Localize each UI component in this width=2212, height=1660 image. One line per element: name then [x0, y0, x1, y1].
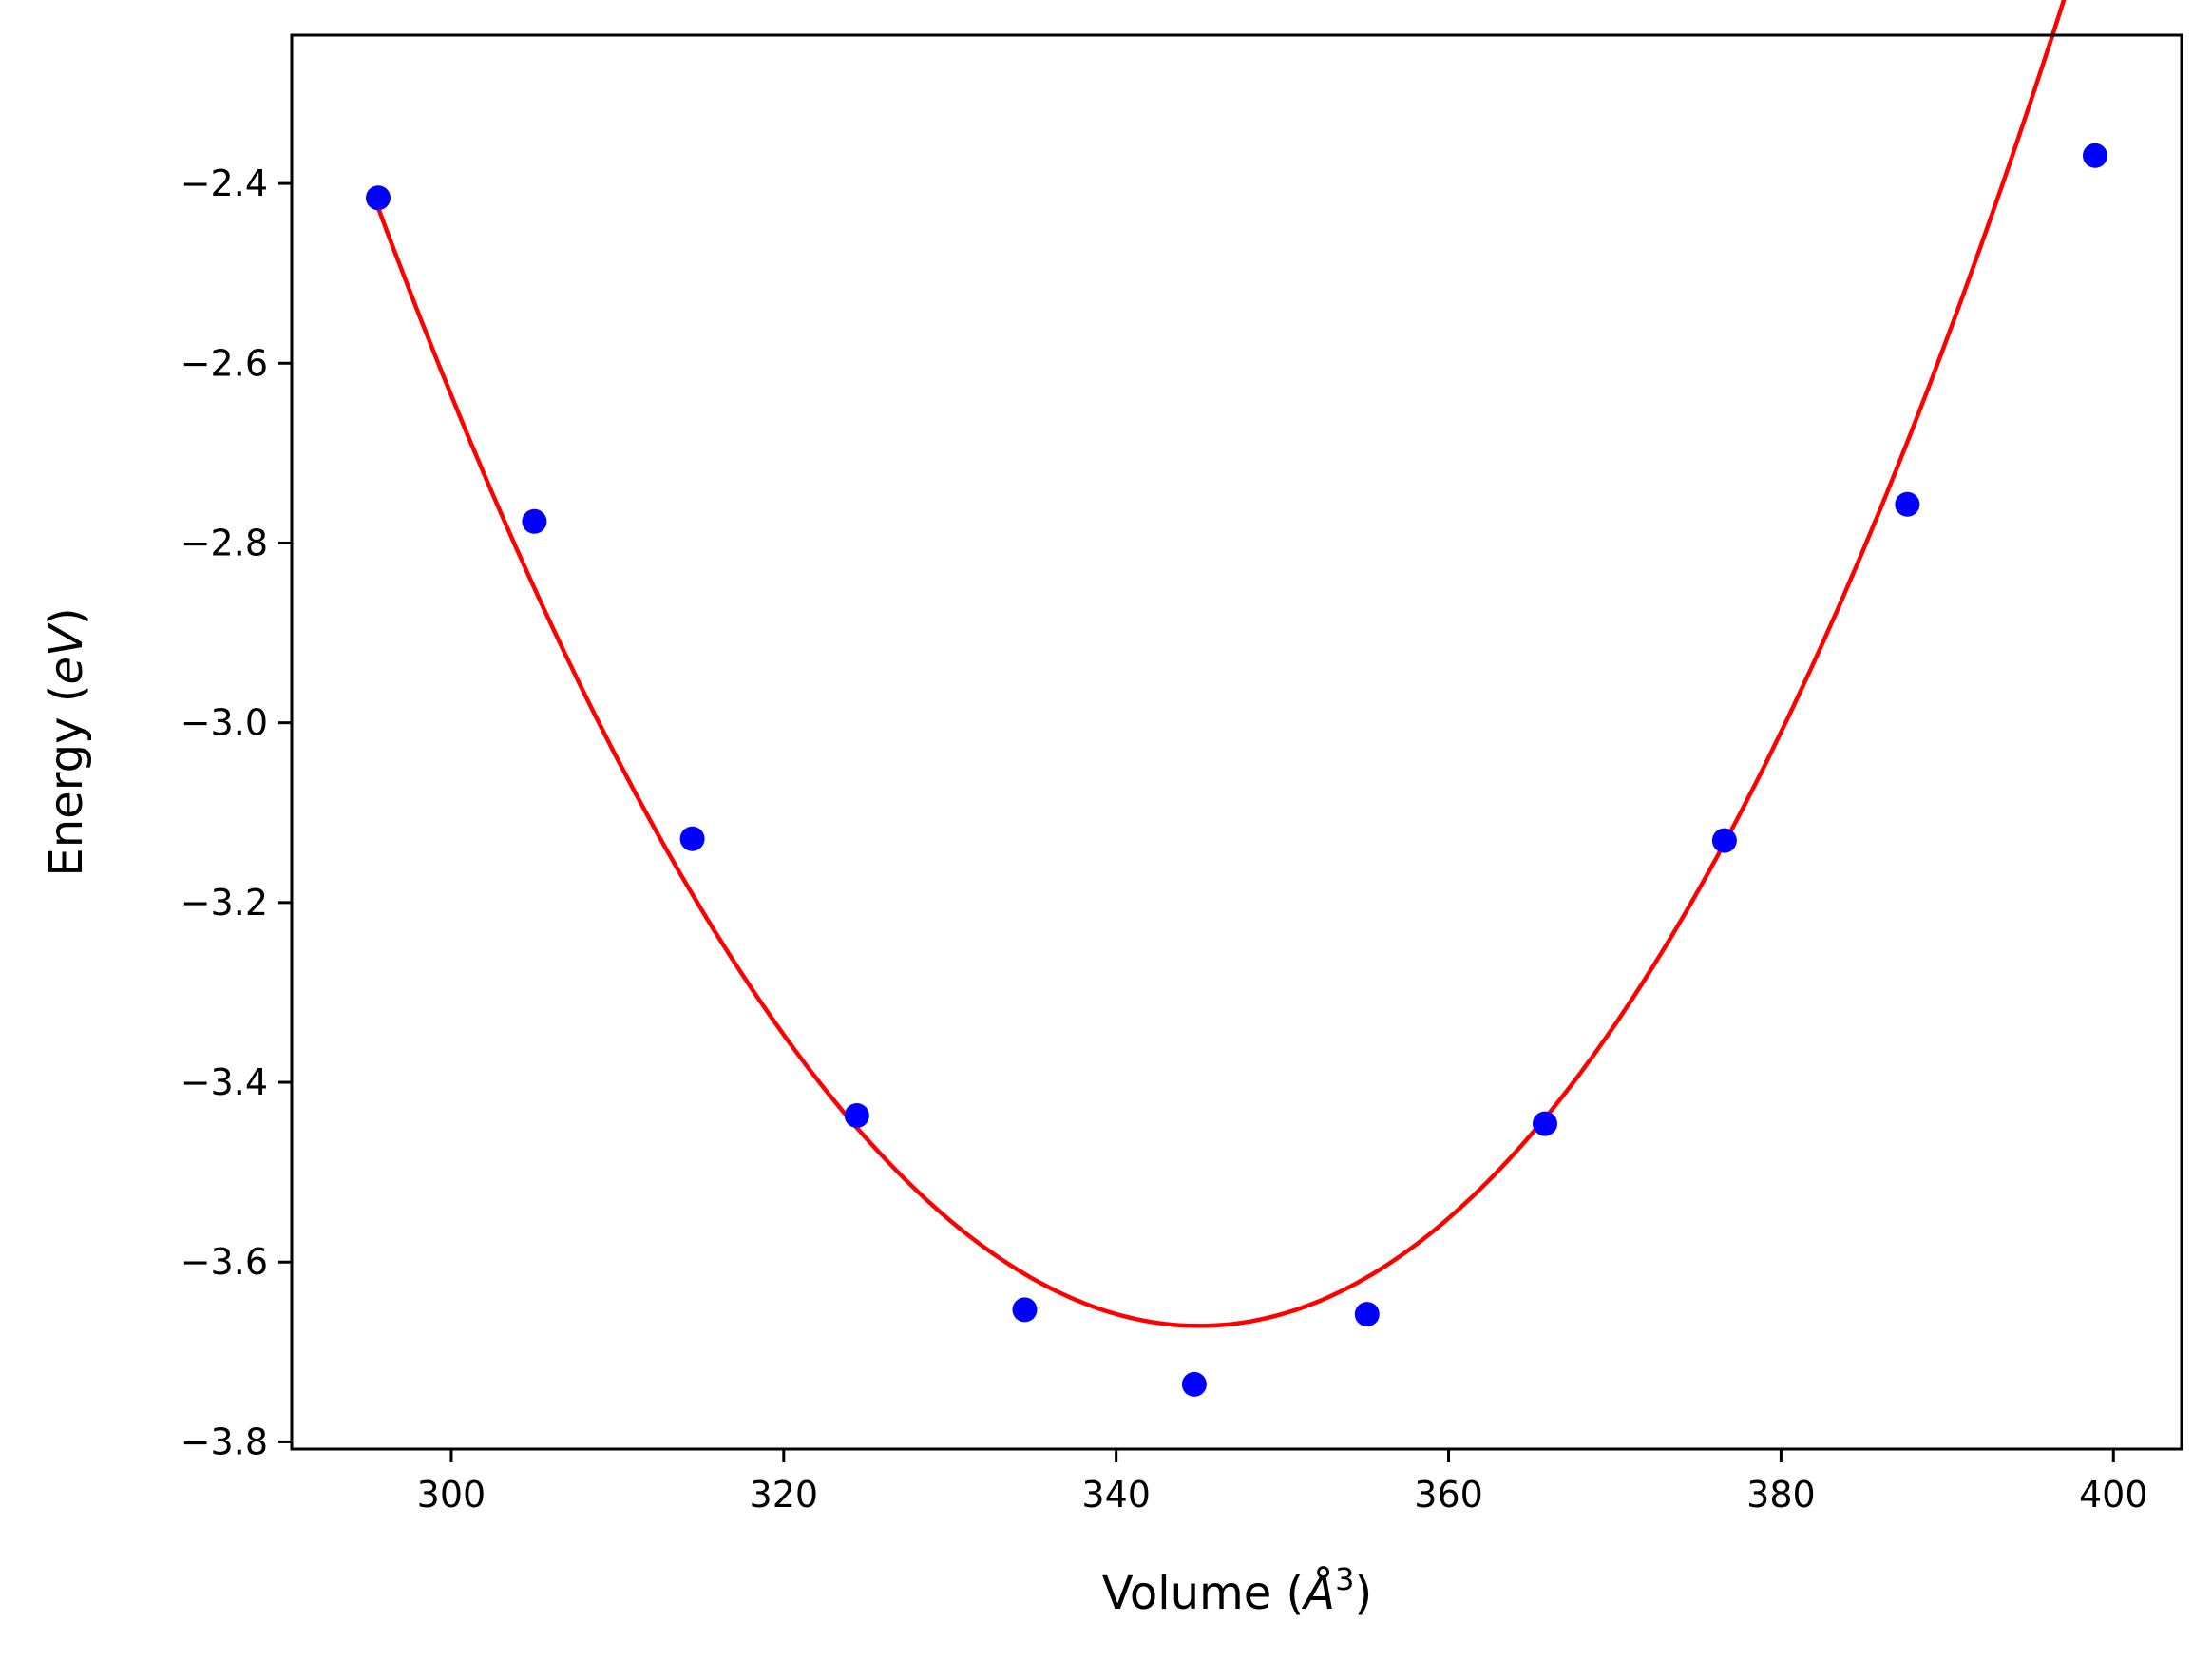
x-axis-label-superscript: 3 [1335, 1561, 1354, 1597]
x-tick-label: 340 [1081, 1474, 1151, 1516]
data-point [1181, 1371, 1207, 1397]
y-tick-label: −3.6 [181, 1241, 268, 1283]
x-tick-label: 300 [417, 1474, 486, 1516]
x-axis-label-text: Volume ( [1102, 1567, 1305, 1620]
data-point [1533, 1111, 1557, 1136]
x-axis-ticks: 300 320 340 360 380 400 [417, 1449, 2148, 1516]
fit-curve-layer [375, 0, 2067, 1328]
y-axis-label: Energy (eV) [40, 607, 93, 876]
data-point [522, 508, 547, 534]
data-point [1711, 828, 1737, 853]
y-tick-label: −2.8 [181, 522, 268, 563]
data-point [366, 185, 391, 211]
y-tick-label: −3.8 [181, 1421, 268, 1462]
plot-area-frame [290, 33, 2183, 1451]
x-axis-label: Volume (Å3) [1102, 1561, 1372, 1620]
y-axis-ticks: −3.8 −3.6 −3.4 −3.2 −3.0 −2.8 −2.6 −2.4 [181, 162, 292, 1462]
y-axis-label-text: Energy ( [40, 685, 93, 877]
data-point [1895, 491, 1920, 517]
y-tick-label: −2.6 [181, 342, 268, 384]
data-point [1354, 1302, 1380, 1327]
x-axis-label-symbol: Å [1301, 1566, 1335, 1620]
x-tick-label: 400 [2079, 1474, 2148, 1516]
x-axis-label-close: ) [1354, 1567, 1372, 1620]
x-tick-label: 320 [750, 1474, 819, 1516]
data-point [2083, 143, 2107, 168]
y-axis-label-unit: eV [40, 622, 93, 685]
y-axis-label-close: ) [40, 607, 93, 625]
y-tick-label: −3.0 [181, 702, 268, 744]
scatter-points-layer [366, 143, 2107, 1397]
data-point [844, 1103, 869, 1128]
y-tick-label: −2.4 [181, 162, 268, 204]
data-point [679, 826, 705, 851]
x-tick-label: 360 [1414, 1474, 1483, 1516]
data-point [1012, 1297, 1038, 1323]
fit-curve-line [375, 0, 2067, 1328]
y-tick-label: −3.2 [181, 882, 268, 924]
y-tick-label: −3.4 [181, 1061, 268, 1103]
x-tick-label: 380 [1746, 1474, 1816, 1516]
